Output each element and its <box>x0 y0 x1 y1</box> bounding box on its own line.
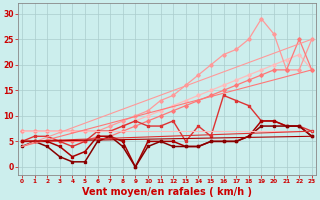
X-axis label: Vent moyen/en rafales ( km/h ): Vent moyen/en rafales ( km/h ) <box>82 187 252 197</box>
